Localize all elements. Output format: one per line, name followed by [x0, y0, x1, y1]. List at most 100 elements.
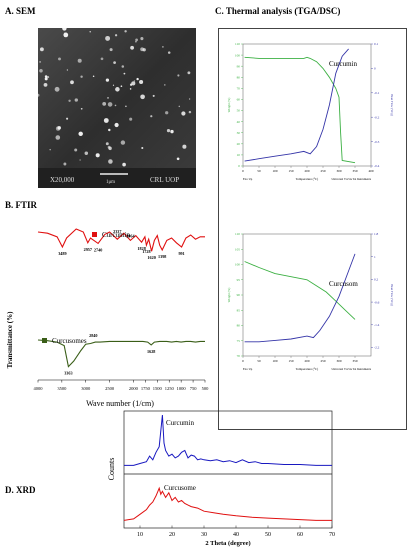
ftir-title: B. FTIR: [5, 200, 38, 210]
ftir-legend-marker-curcumin: [92, 232, 97, 237]
tga-y-tick-label: 90: [237, 64, 241, 68]
sem-image: X20,000 1μm CRL UOP: [38, 28, 196, 188]
sem-particle: [109, 48, 113, 52]
tga-y-tick-label: 95: [237, 278, 241, 282]
sem-particle: [152, 94, 155, 97]
sem-particle: [166, 129, 171, 133]
tga-y-tick-label: 0: [238, 164, 240, 168]
sem-particle: [92, 75, 95, 78]
sem-magnification: X20,000: [50, 176, 75, 184]
tga-y-tick-label: 70: [237, 87, 241, 91]
sem-particle: [188, 98, 191, 100]
sem-particle: [66, 117, 69, 120]
sem-particle: [70, 80, 74, 85]
sem-particle: [57, 126, 61, 130]
sem-particle: [135, 38, 138, 42]
sem-particle: [123, 72, 126, 75]
ftir-peak-label: 1620: [147, 255, 155, 260]
ftir-tick-label: 1500: [153, 386, 163, 391]
ftir-peak-label: 991: [178, 251, 184, 256]
sem-particle: [84, 151, 89, 156]
sem-particle: [68, 99, 71, 103]
tga-y2-tick-label: -1.4: [374, 323, 380, 327]
xrd-series-curcusome: [123, 486, 332, 521]
tga-x-tick-label: 400: [368, 169, 373, 173]
sem-particle: [39, 47, 44, 52]
xrd-label-curcumin: Curcumin: [166, 419, 194, 427]
ftir-tick-label: 750: [190, 386, 198, 391]
ftir-peak-label: 1728: [142, 249, 150, 254]
tga2-ylabel: Weight (%): [227, 288, 231, 303]
ftir-legend-marker-curcusomes: [42, 338, 47, 343]
sem-particle: [164, 84, 166, 86]
sem-particle: [114, 34, 118, 37]
tga-y-tick-label: 70: [237, 354, 241, 358]
sem-particle: [74, 148, 78, 152]
sem-particle: [79, 159, 81, 161]
sem-particle: [100, 57, 104, 61]
sem-particle: [105, 142, 109, 146]
sem-particle: [107, 102, 113, 107]
xrd-chart: 10 20 30 40 50 60 70 Counts Curcumin Curcusome…: [107, 410, 335, 547]
sem-particle: [136, 77, 139, 81]
sem-particle: [125, 105, 127, 108]
ftir-peak-label: 3363: [64, 371, 72, 376]
tga-curcusome-chart: 0 50 100 150 200 250 300 350 70 75 80 85 90 95 100 105 1…: [227, 232, 394, 371]
sem-particle: [55, 135, 61, 140]
tga1-ylabel: Weight (%): [227, 98, 231, 113]
sem-particle: [105, 35, 111, 41]
ftir-peak-label: 1828: [137, 246, 145, 251]
tga-x-tick-label: 350: [352, 169, 357, 173]
sem-particle: [103, 118, 109, 123]
ftir-peak-label: 2957: [84, 247, 92, 252]
sem-particle: [129, 88, 132, 90]
sem-particle: [178, 105, 181, 108]
sem-particle: [38, 93, 40, 97]
sem-particle: [129, 117, 133, 121]
sem-particle: [62, 28, 67, 31]
tga-y-tick-label: 80: [237, 324, 241, 328]
ftir-series-curcusomes: [37, 339, 205, 368]
sem-particle: [77, 58, 82, 63]
tga-y-tick-label: 75: [237, 339, 241, 343]
ftir-peak-label: 2337: [113, 229, 121, 234]
sem-particle: [165, 111, 169, 115]
sem-particle: [112, 84, 115, 86]
xrd-label-curcusome: Curcusome: [164, 484, 196, 492]
sem-particle: [140, 37, 144, 41]
sem-particle: [124, 30, 127, 33]
sem-particle: [133, 80, 136, 82]
ftir-peak-label: 1398: [158, 254, 166, 259]
sem-particle: [139, 79, 144, 85]
tga-x-tick-label: 350: [352, 359, 357, 363]
ftir-peak-label: 2840: [89, 333, 97, 338]
sem-scale-label: 1μm: [106, 180, 115, 185]
sem-particle: [115, 87, 120, 92]
sem-particle: [58, 57, 61, 61]
xrd-tick-label: 20: [169, 532, 175, 538]
tga-x-tick-label: 100: [272, 169, 277, 173]
sem-particle: [140, 94, 145, 100]
tga2-title: Curcusom: [329, 280, 358, 288]
sem-particle: [176, 157, 180, 161]
sem-particle: [107, 97, 109, 99]
tga-y2-tick-label: -0.6: [374, 300, 380, 304]
tga-x-tick-label: 150: [288, 359, 293, 363]
thermal-panel: [218, 28, 407, 430]
xrd-xlabel: 2 Theta (degree): [205, 540, 250, 547]
tga-y-tick-label: 100: [235, 263, 240, 267]
sem-particle: [161, 45, 164, 48]
tga-y-tick-label: 20: [237, 142, 241, 146]
sem-particle: [140, 47, 144, 52]
ftir-tick-label: 1250: [165, 386, 175, 391]
tga-y-tick-label: 80: [237, 75, 241, 79]
xrd-tick-label: 50: [265, 532, 271, 538]
xrd-tick-label: 30: [201, 532, 207, 538]
xrd-tick-label: 40: [233, 532, 239, 538]
sem-particle: [187, 71, 191, 75]
tga-x-tick-label: 150: [288, 169, 293, 173]
ftir-chart: Transmittance (%) 4000 3500 3000 2500 2000 17…: [6, 228, 209, 408]
sem-particle: [150, 115, 153, 118]
tga-y-tick-label: 105: [235, 247, 240, 251]
ftir-tick-label: 2500: [105, 386, 115, 391]
